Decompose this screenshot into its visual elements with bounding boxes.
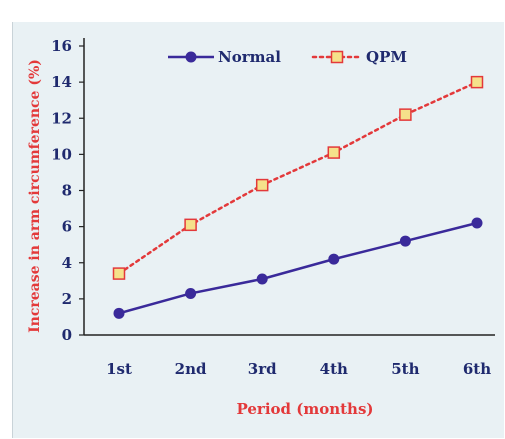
y-tick-label: 16 bbox=[51, 37, 72, 55]
data-point-normal bbox=[471, 217, 483, 229]
x-axis-label: Period (months) bbox=[237, 400, 374, 418]
data-point-normal bbox=[185, 287, 197, 299]
y-tick-label: 12 bbox=[51, 109, 72, 127]
x-tick-label: 1st bbox=[106, 360, 132, 378]
legend-label-qpm: QPM bbox=[366, 48, 407, 66]
y-axis-label: Increase in arm circumference (%) bbox=[27, 59, 43, 333]
series-line-qpm bbox=[117, 80, 479, 275]
y-tick-label: 2 bbox=[62, 290, 72, 308]
y-tick-label: 14 bbox=[51, 73, 72, 91]
legend-marker-qpm bbox=[330, 50, 344, 64]
data-point-qpm bbox=[399, 108, 412, 121]
data-point-qpm bbox=[327, 146, 341, 159]
legend: Normal QPM bbox=[168, 48, 407, 66]
chart-panel bbox=[12, 22, 504, 438]
x-tick-label: 4th bbox=[320, 360, 348, 378]
legend-marker-normal bbox=[185, 51, 197, 63]
data-point-qpm bbox=[184, 218, 197, 232]
axes bbox=[79, 38, 495, 336]
y-tick-label: 10 bbox=[51, 145, 72, 163]
y-tick-label: 6 bbox=[62, 218, 72, 236]
x-tick-label: 3rd bbox=[248, 360, 277, 378]
data-point-qpm bbox=[255, 178, 269, 192]
series-line-normal bbox=[118, 221, 478, 315]
legend-label-normal: Normal bbox=[218, 48, 281, 66]
data-point-normal bbox=[256, 273, 268, 285]
x-tick-labels: 1st 2nd 3rd 4th 5th 6th bbox=[106, 360, 491, 378]
data-point-normal bbox=[399, 235, 411, 247]
x-tick-label: 6th bbox=[463, 360, 491, 378]
x-tick-label: 2nd bbox=[175, 360, 207, 378]
series-layer bbox=[112, 75, 484, 319]
y-tick-label: 4 bbox=[62, 254, 72, 272]
data-point-normal bbox=[328, 253, 340, 265]
y-tick-labels: 0 2 4 6 8 10 12 14 16 bbox=[51, 37, 72, 344]
data-point-qpm bbox=[112, 267, 126, 280]
y-tick-label: 8 bbox=[62, 182, 72, 200]
data-point-qpm bbox=[470, 75, 484, 89]
x-tick-label: 5th bbox=[391, 360, 419, 378]
data-point-normal bbox=[113, 307, 125, 319]
y-tick-label: 0 bbox=[62, 326, 72, 344]
